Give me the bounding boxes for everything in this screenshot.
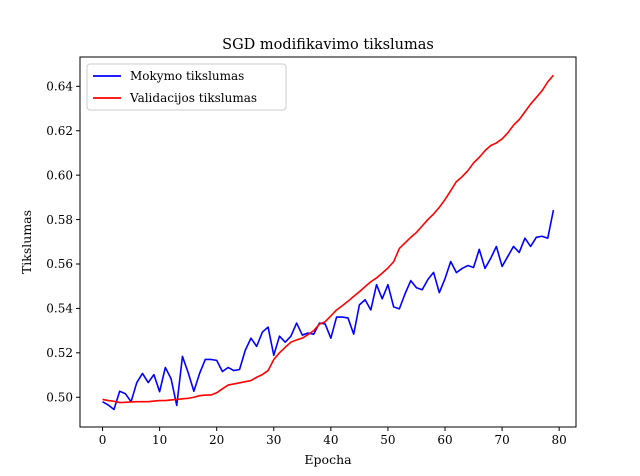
y-tick-label: 0.60: [46, 168, 73, 182]
y-axis: 0.50 0.52 0.54 0.56 0.58 0.60 0.62 0.64: [46, 80, 80, 404]
x-tick-label: 40: [323, 433, 338, 447]
y-tick-label: 0.50: [46, 390, 73, 404]
x-tick-label: 0: [99, 433, 107, 447]
legend: Mokymo tikslumas Validacijos tikslumas: [86, 63, 287, 111]
series-line-mokymo: [102, 209, 555, 411]
series-line-validacijos: [102, 74, 555, 404]
y-tick-label: 0.62: [46, 124, 73, 138]
y-tick-label: 0.54: [46, 302, 73, 316]
x-axis: 0 10 20 30 40 50 60 70 80: [99, 427, 567, 447]
x-tick-label: 80: [552, 433, 567, 447]
legend-box: [86, 63, 287, 111]
y-tick-label: 0.64: [46, 80, 73, 94]
legend-label-mokymo: Mokymo tikslumas: [130, 69, 244, 83]
chart-title: SGD modifikavimo tikslumas: [222, 37, 434, 53]
legend-label-validacijos: Validacijos tikslumas: [129, 91, 257, 105]
plot-frame: [79, 56, 577, 428]
y-tick-label: 0.52: [46, 346, 73, 360]
series-layer: [102, 74, 555, 411]
y-tick-label: 0.56: [46, 257, 73, 271]
x-tick-label: 50: [380, 433, 395, 447]
x-tick-label: 20: [209, 433, 224, 447]
x-axis-label: Epocha: [304, 452, 352, 467]
x-tick-label: 10: [152, 433, 167, 447]
x-tick-label: 70: [494, 433, 509, 447]
y-axis-label: Tikslumas: [19, 210, 34, 274]
x-tick-label: 60: [437, 433, 452, 447]
y-tick-label: 0.58: [46, 213, 73, 227]
x-tick-label: 30: [266, 433, 281, 447]
